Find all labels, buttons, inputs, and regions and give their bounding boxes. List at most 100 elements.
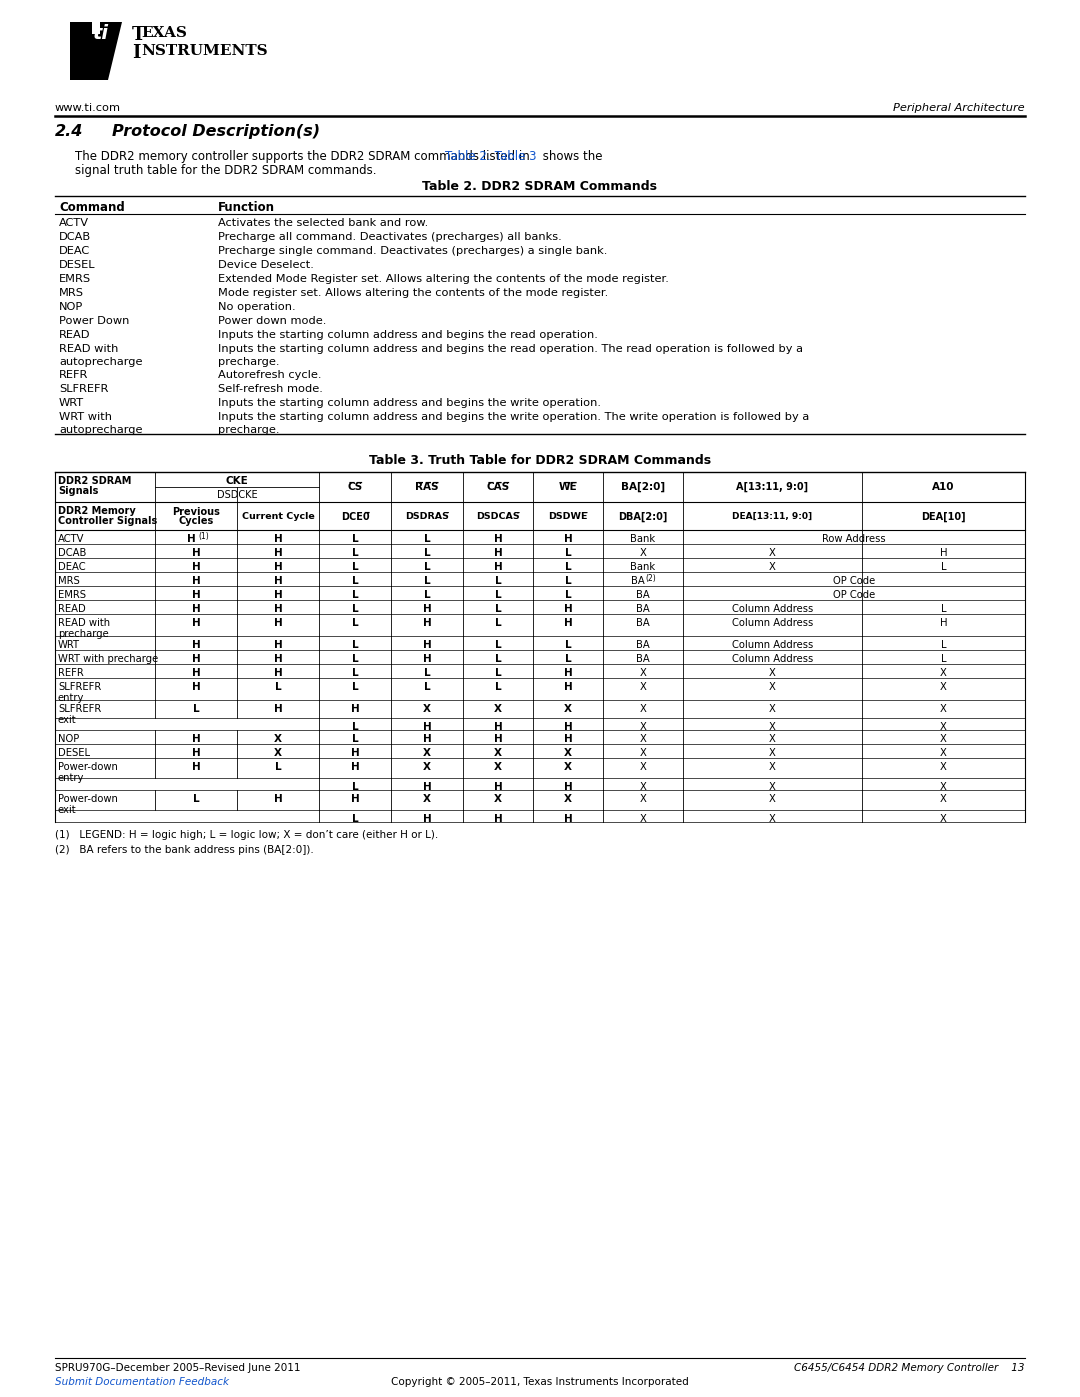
Text: H: H	[191, 576, 201, 585]
Text: X: X	[769, 814, 775, 824]
Text: L: L	[423, 548, 430, 557]
Text: Signals: Signals	[58, 486, 98, 496]
Text: Previous: Previous	[172, 507, 220, 517]
Text: Inputs the starting column address and begins the write operation. The write ope: Inputs the starting column address and b…	[218, 412, 809, 422]
Text: X: X	[769, 668, 775, 678]
Text: Inputs the starting column address and begins the write operation.: Inputs the starting column address and b…	[218, 398, 600, 408]
Text: Mode register set. Allows altering the contents of the mode register.: Mode register set. Allows altering the c…	[218, 288, 608, 298]
Text: DBA[2:0]: DBA[2:0]	[619, 511, 667, 522]
Text: X: X	[494, 793, 502, 805]
Text: H: H	[494, 562, 502, 571]
Text: X: X	[423, 747, 431, 759]
Text: Column Address: Column Address	[732, 654, 813, 664]
Text: H: H	[494, 733, 502, 745]
Text: H: H	[422, 782, 431, 792]
Text: H: H	[422, 604, 431, 615]
Text: ACTV: ACTV	[58, 534, 84, 543]
Text: Table 2. DDR2 SDRAM Commands: Table 2. DDR2 SDRAM Commands	[422, 180, 658, 193]
Text: H: H	[564, 668, 572, 678]
Text: H: H	[191, 640, 201, 650]
Text: H: H	[191, 562, 201, 571]
Text: L: L	[423, 590, 430, 599]
Text: (1)   LEGEND: H = logic high; L = logic low; X = don’t care (either H or L).: (1) LEGEND: H = logic high; L = logic lo…	[55, 830, 438, 840]
Text: DEAC: DEAC	[58, 562, 85, 571]
Text: W̅E̅: W̅E̅	[558, 482, 578, 492]
Text: DESEL: DESEL	[59, 260, 95, 270]
Text: X: X	[639, 668, 647, 678]
Text: X: X	[940, 793, 947, 805]
Text: 2.4: 2.4	[55, 124, 83, 138]
Text: Command: Command	[59, 201, 125, 214]
Text: L: L	[495, 682, 501, 692]
Text: Controller Signals: Controller Signals	[58, 515, 158, 527]
Text: WRT: WRT	[59, 398, 84, 408]
Text: EXAS: EXAS	[141, 27, 187, 41]
Text: H: H	[422, 617, 431, 629]
Text: X: X	[769, 761, 775, 773]
Text: X: X	[940, 668, 947, 678]
Text: Current Cycle: Current Cycle	[242, 511, 314, 521]
Text: OP Code: OP Code	[833, 590, 875, 599]
Text: Inputs the starting column address and begins the read operation. The read opera: Inputs the starting column address and b…	[218, 344, 804, 353]
Text: Table 2.: Table 2.	[445, 149, 490, 163]
Text: L: L	[352, 722, 359, 732]
Text: DESEL: DESEL	[58, 747, 90, 759]
Text: EMRS: EMRS	[59, 274, 91, 284]
Text: H: H	[422, 814, 431, 824]
Text: X: X	[274, 733, 282, 745]
Text: C6455/C6454 DDR2 Memory Controller    13: C6455/C6454 DDR2 Memory Controller 13	[795, 1363, 1025, 1373]
Text: DSDWE̅: DSDWE̅	[549, 511, 588, 521]
Text: H: H	[351, 793, 360, 805]
Text: L: L	[941, 562, 946, 571]
Text: H: H	[191, 654, 201, 664]
Text: X: X	[639, 793, 647, 805]
Text: L: L	[423, 668, 430, 678]
Text: H: H	[422, 722, 431, 732]
Text: L: L	[941, 654, 946, 664]
Text: H: H	[273, 704, 282, 714]
Text: www.ti.com: www.ti.com	[55, 103, 121, 113]
Text: READ with: READ with	[59, 344, 119, 353]
Text: L: L	[352, 604, 359, 615]
Text: READ: READ	[59, 330, 91, 339]
Text: C̅S̅: C̅S̅	[348, 482, 363, 492]
Text: X: X	[639, 747, 647, 759]
Text: L: L	[941, 604, 946, 615]
Text: X: X	[639, 704, 647, 714]
Text: T: T	[132, 27, 146, 43]
Text: L: L	[423, 562, 430, 571]
Text: L: L	[274, 682, 281, 692]
Text: H: H	[564, 733, 572, 745]
Text: L: L	[352, 534, 359, 543]
Text: L: L	[495, 640, 501, 650]
Text: L: L	[274, 761, 281, 773]
Text: OP Code: OP Code	[833, 576, 875, 585]
Text: Column Address: Column Address	[732, 640, 813, 650]
Text: WRT: WRT	[58, 640, 80, 650]
Text: Row Address: Row Address	[822, 534, 886, 543]
Text: (2)   BA refers to the bank address pins (BA[2:0]).: (2) BA refers to the bank address pins (…	[55, 845, 314, 855]
Text: precharge.: precharge.	[218, 425, 280, 434]
Text: L: L	[423, 576, 430, 585]
Text: Bank: Bank	[631, 534, 656, 543]
Text: H: H	[422, 640, 431, 650]
Text: L: L	[352, 562, 359, 571]
Text: L: L	[352, 640, 359, 650]
Text: L: L	[565, 562, 571, 571]
Text: X: X	[494, 761, 502, 773]
Text: SLFREFR: SLFREFR	[58, 682, 102, 692]
Text: Bank: Bank	[631, 562, 656, 571]
Text: DSDCAS̅: DSDCAS̅	[476, 511, 519, 521]
Text: X: X	[639, 733, 647, 745]
Text: L: L	[352, 617, 359, 629]
Text: Self-refresh mode.: Self-refresh mode.	[218, 384, 323, 394]
Text: C̅A̅S̅: C̅A̅S̅	[486, 482, 510, 492]
Text: X: X	[494, 704, 502, 714]
Text: BA: BA	[631, 576, 645, 585]
Text: H: H	[273, 793, 282, 805]
Text: H: H	[564, 604, 572, 615]
Text: X: X	[769, 722, 775, 732]
Text: L: L	[423, 534, 430, 543]
Text: DDR2 SDRAM: DDR2 SDRAM	[58, 476, 132, 486]
Text: L: L	[941, 640, 946, 650]
